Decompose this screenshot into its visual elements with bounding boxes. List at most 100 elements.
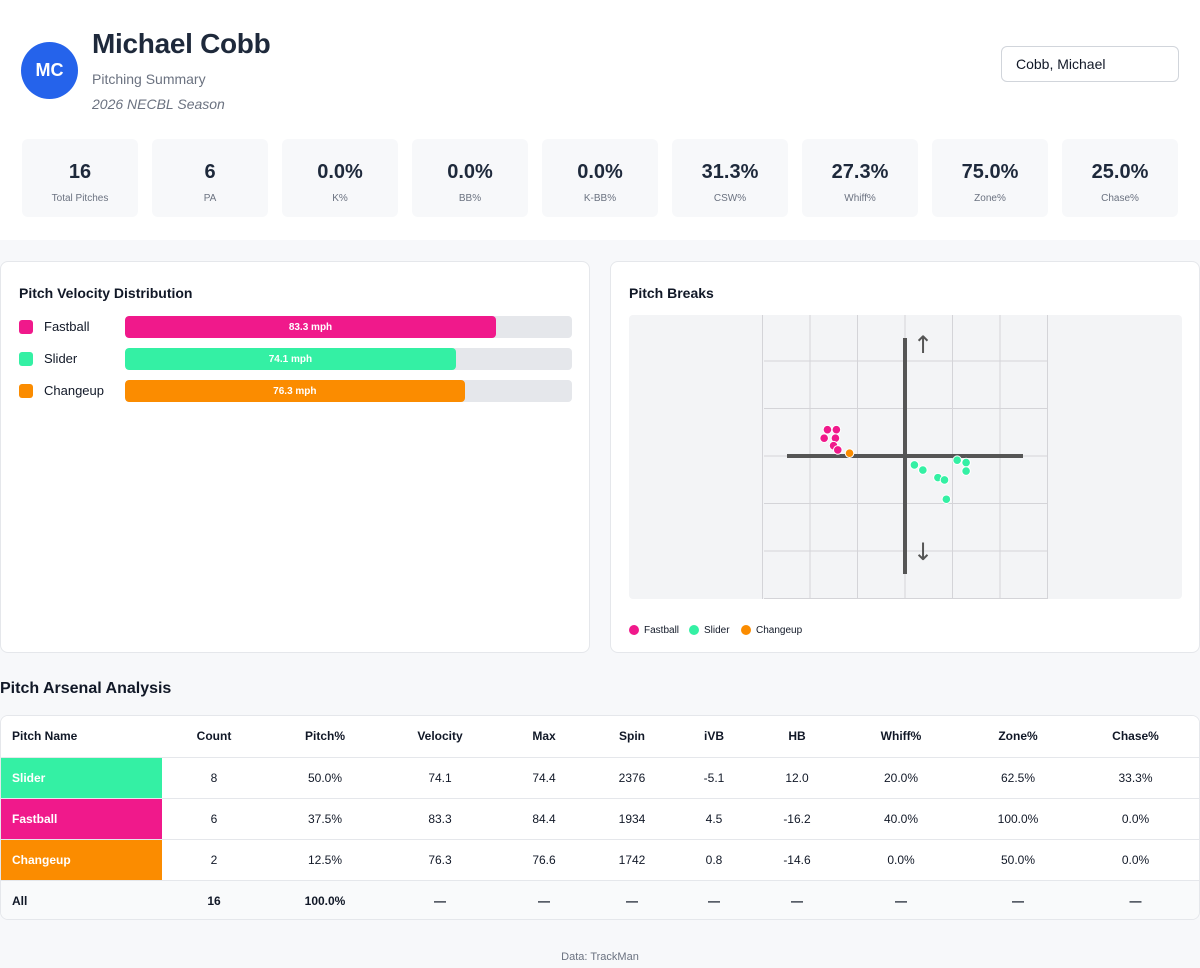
- break-point-slider: [961, 457, 971, 468]
- stat-value: 27.3%: [831, 161, 889, 183]
- stat-label: K%: [332, 193, 348, 204]
- column-header[interactable]: Spin: [592, 716, 672, 758]
- table-cell: 62.5%: [964, 757, 1072, 799]
- velocity-track: 74.1 mph: [125, 348, 572, 370]
- table-cell: 12.0: [756, 757, 838, 799]
- player-select[interactable]: Cobb, Michael: [1001, 46, 1179, 82]
- total-cell: —: [964, 879, 1072, 919]
- break-chart: ↑↓: [762, 313, 1048, 599]
- table-cell: -5.1: [672, 757, 756, 799]
- velocity-value: 74.1 mph: [268, 353, 313, 365]
- table-cell: 12.5%: [266, 839, 384, 881]
- stat-card: 75.0% Zone%: [932, 139, 1048, 217]
- legend-label: Fastball: [644, 624, 680, 636]
- velocity-track: 83.3 mph: [125, 316, 572, 338]
- legend-item: Changeup: [741, 620, 802, 640]
- break-point-fastball: [832, 445, 843, 455]
- table-cell: 2: [162, 839, 266, 881]
- velocity-label: Changeup: [44, 383, 104, 398]
- stat-value: 0.0%: [447, 161, 493, 183]
- stat-label: CSW%: [713, 193, 747, 204]
- pitch-name-cell: Changeup: [1, 839, 162, 881]
- page-subtitle: Pitching Summary: [92, 71, 206, 87]
- velocity-row: Slider 74.1 mph: [19, 348, 572, 370]
- velocity-track: 76.3 mph: [125, 380, 572, 402]
- total-cell: —: [756, 879, 838, 919]
- break-point-slider: [939, 475, 950, 485]
- pitch-name-cell: Fastball: [1, 798, 162, 840]
- total-label: All: [1, 879, 162, 919]
- total-cell: —: [496, 879, 592, 919]
- total-cell: —: [1072, 879, 1199, 919]
- legend-dot-icon: [689, 625, 699, 635]
- table-cell: 50.0%: [266, 757, 384, 799]
- table-cell: 0.0%: [1072, 798, 1199, 840]
- table-cell: 0.0%: [838, 839, 964, 881]
- break-point-fastball: [822, 424, 833, 435]
- pitch-name-cell: Slider: [1, 757, 162, 799]
- column-header[interactable]: Max: [496, 716, 592, 758]
- stat-value: 16: [68, 161, 92, 183]
- stat-label: Total Pitches: [51, 193, 109, 204]
- column-header[interactable]: HB: [756, 716, 838, 758]
- stat-label: Zone%: [974, 193, 1006, 204]
- column-header[interactable]: Zone%: [964, 716, 1072, 758]
- table-cell: 74.4: [496, 757, 592, 799]
- table-cell: 76.3: [384, 839, 496, 881]
- total-cell: —: [592, 879, 672, 919]
- stat-value: 0.0%: [577, 161, 623, 183]
- table-cell: 84.4: [496, 798, 592, 840]
- velocity-value: 83.3 mph: [288, 321, 333, 333]
- break-plot: ↑ ↓: [629, 313, 1182, 599]
- velocity-label: Fastball: [44, 319, 90, 334]
- table-cell: 4.5: [672, 798, 756, 840]
- total-cell: 16: [162, 879, 266, 919]
- total-cell: —: [384, 879, 496, 919]
- break-point-slider: [941, 494, 952, 505]
- column-header[interactable]: Pitch%: [266, 716, 384, 758]
- table-cell: 33.3%: [1072, 757, 1199, 799]
- velocity-row: Changeup 76.3 mph: [19, 380, 572, 402]
- table-cell: 8: [162, 757, 266, 799]
- column-header[interactable]: Whiff%: [838, 716, 964, 758]
- table-cell: 100.0%: [964, 798, 1072, 840]
- velocity-panel: Pitch Velocity Distribution Fastball 83.3…: [0, 261, 590, 653]
- legend-label: Changeup: [756, 624, 803, 636]
- page-title: Michael Cobb: [92, 28, 271, 59]
- stat-card: 25.0% Chase%: [1062, 139, 1178, 217]
- arrow-down-icon: ↓: [913, 538, 933, 566]
- avatar: MC: [21, 42, 78, 99]
- velocity-bar: 76.3 mph: [125, 380, 465, 402]
- legend-dot-icon: [629, 625, 639, 635]
- stat-label: K-BB%: [583, 193, 617, 204]
- table-cell: 1934: [592, 798, 672, 840]
- velocity-swatch: [19, 352, 33, 366]
- table-cell: 2376: [592, 757, 672, 799]
- velocity-bar: 83.3 mph: [125, 316, 496, 338]
- player-header: MC Michael Cobb Pitching Summary 2026 NE…: [0, 0, 1200, 240]
- velocity-value: 76.3 mph: [273, 385, 317, 397]
- stat-card: 0.0% K-BB%: [542, 139, 658, 217]
- table-cell: -16.2: [756, 798, 838, 840]
- column-header[interactable]: Velocity: [384, 716, 496, 758]
- stat-card: 6 PA: [152, 139, 268, 217]
- table-cell: 0.8: [672, 839, 756, 881]
- table-cell: 37.5%: [266, 798, 384, 840]
- table-header-row: Pitch Name Count Pitch% Velocity Max Spin iVB H…: [1, 716, 1199, 758]
- legend-dot-icon: [741, 625, 751, 635]
- velocity-swatch: [19, 384, 33, 398]
- table-cell: 83.3: [384, 798, 496, 840]
- table-row: Fastball 6 37.5% 83.3 84.4 1934 4.5 -16.2 40.0% 1…: [1, 798, 1199, 840]
- total-cell: —: [838, 879, 964, 919]
- column-header[interactable]: Pitch Name: [1, 716, 162, 758]
- column-header[interactable]: iVB: [672, 716, 756, 758]
- velocity-bar: 74.1 mph: [125, 348, 456, 370]
- legend-item: Fastball: [629, 620, 679, 640]
- table-cell: 1742: [592, 839, 672, 881]
- break-point-slider: [952, 455, 962, 466]
- column-header[interactable]: Chase%: [1072, 716, 1199, 758]
- column-header[interactable]: Count: [162, 716, 266, 758]
- arsenal-title: Pitch Arsenal Analysis: [0, 680, 172, 697]
- legend-label: Slider: [704, 624, 730, 636]
- velocity-swatch: [19, 320, 33, 334]
